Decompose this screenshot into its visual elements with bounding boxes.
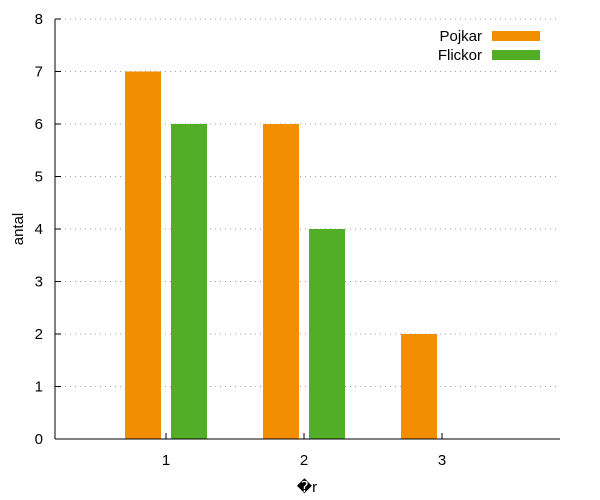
legend-label: Flickor — [438, 47, 482, 64]
bar-pojkar-2 — [263, 124, 299, 439]
y-tick-label: 6 — [35, 116, 43, 133]
x-tick-label: 1 — [162, 452, 170, 469]
bar-pojkar-1 — [125, 71, 161, 439]
legend-label: Pojkar — [439, 28, 482, 45]
y-ticks: 0 1 2 3 4 5 6 7 8 — [35, 11, 61, 448]
y-axis-label: antal — [10, 213, 27, 246]
y-tick-label: 8 — [35, 11, 43, 28]
bar-flickor-2 — [309, 229, 345, 439]
x-tick-label: 3 — [438, 452, 446, 469]
y-tick-label: 2 — [35, 326, 43, 343]
bars — [125, 71, 437, 439]
grid — [55, 18, 560, 387]
legend-swatch — [492, 50, 540, 60]
y-tick-label: 3 — [35, 274, 43, 291]
x-tick-label: 2 — [300, 452, 308, 469]
bar-flickor-1 — [171, 124, 207, 439]
y-tick-label: 4 — [35, 221, 43, 238]
y-tick-label: 5 — [35, 169, 43, 186]
bar-pojkar-3 — [401, 334, 437, 439]
y-tick-label: 1 — [35, 379, 43, 396]
y-tick-label: 7 — [35, 64, 43, 81]
x-ticks: 1 2 3 — [162, 433, 446, 469]
x-axis-label: �r — [297, 478, 317, 496]
legend: Pojkar Flickor — [438, 28, 540, 64]
legend-swatch — [492, 31, 540, 41]
y-tick-label: 0 — [35, 431, 43, 448]
